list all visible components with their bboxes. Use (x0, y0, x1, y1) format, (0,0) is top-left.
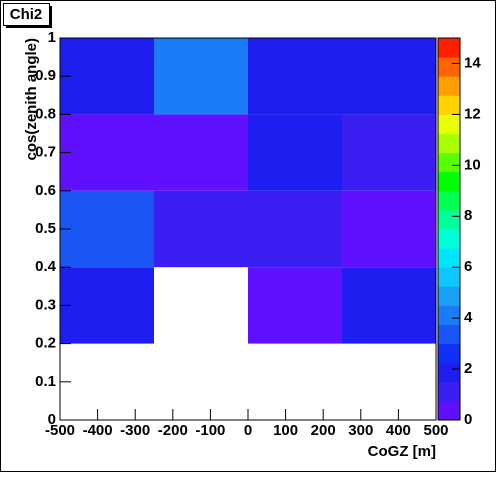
colorbar-band (438, 286, 460, 306)
y-tick-label: 0.3 (35, 296, 56, 313)
x-tick-label: -100 (195, 422, 225, 439)
heatmap-cell (154, 190, 248, 268)
colorbar-band (438, 95, 460, 115)
y-tick-label: 0 (48, 411, 56, 428)
title-box (3, 3, 50, 26)
heatmap-cell (154, 38, 248, 115)
colorbar-tick-label: 4 (464, 309, 473, 326)
colorbar-tick-label: 8 (464, 207, 472, 224)
x-tick-label: -300 (120, 422, 150, 439)
colorbar-tick-label: 12 (464, 105, 481, 122)
colorbar-band (438, 133, 460, 154)
y-tick-label: 0.1 (35, 373, 56, 390)
heatmap-cell (248, 38, 342, 115)
colorbar-frame (437, 37, 461, 421)
y-tick-label: 0.2 (35, 335, 56, 352)
heatmap-cell (248, 267, 342, 344)
heatmap-cell (60, 114, 154, 191)
heatmap-cell (154, 114, 248, 191)
x-tick-label: -400 (83, 422, 113, 439)
heatmap-cell (60, 267, 154, 344)
colorbar-band (438, 114, 460, 134)
y-tick-label: 0.4 (35, 258, 57, 275)
colorbar-band (438, 267, 460, 287)
colorbar-band (438, 209, 460, 230)
heatmap-cell (342, 267, 436, 344)
colorbar-tick-label: 0 (464, 411, 472, 428)
heatmap-cell (248, 114, 342, 191)
y-tick-label: 0.6 (35, 182, 56, 199)
colorbar-tick-label: 10 (464, 156, 481, 173)
x-tick-label: -500 (45, 422, 75, 439)
colorbar-band (438, 400, 460, 421)
colorbar-band (438, 248, 460, 268)
y-axis-label: cos(zenith angle) (23, 38, 40, 161)
y-tick-label: 0.8 (35, 105, 56, 122)
colorbar-band (438, 152, 460, 173)
colorbar-band (438, 171, 460, 192)
heatmap-cell (60, 38, 154, 115)
heatmap-cell (60, 190, 154, 268)
heatmap-cell (342, 190, 436, 268)
colorbar-tick-label: 14 (464, 54, 481, 71)
colorbar-band (438, 343, 460, 364)
x-tick-label: 300 (348, 422, 373, 439)
x-axis-label: CoGZ [m] (368, 443, 436, 460)
colorbar-band (438, 324, 460, 345)
x-tick-label: 200 (311, 422, 336, 439)
x-tick-label: -200 (158, 422, 188, 439)
x-tick-label: 0 (244, 422, 252, 439)
colorbar-band (438, 362, 460, 383)
heatmap-cell (248, 190, 342, 268)
colorbar-band (438, 229, 460, 249)
x-tick-label: 500 (423, 422, 448, 439)
y-tick-label: 0.5 (35, 220, 56, 237)
y-tick-label: 0.9 (35, 67, 56, 84)
heatmap-cell (342, 38, 436, 115)
colorbar-band (438, 305, 460, 325)
colorbar-band (438, 76, 460, 96)
colorbar-band (438, 38, 460, 58)
y-tick-label: 0.7 (35, 144, 56, 161)
y-tick-label: 1 (48, 29, 56, 46)
heatmap-cell (342, 114, 436, 191)
chart-title: Chi2 (10, 6, 43, 23)
colorbar-band (438, 381, 460, 402)
x-tick-label: 100 (273, 422, 298, 439)
colorbar-band (438, 190, 460, 211)
colorbar-tick-label: 6 (464, 258, 472, 275)
colorbar-tick-label: 2 (464, 360, 472, 377)
colorbar-band (438, 57, 460, 77)
x-tick-label: 400 (386, 422, 411, 439)
